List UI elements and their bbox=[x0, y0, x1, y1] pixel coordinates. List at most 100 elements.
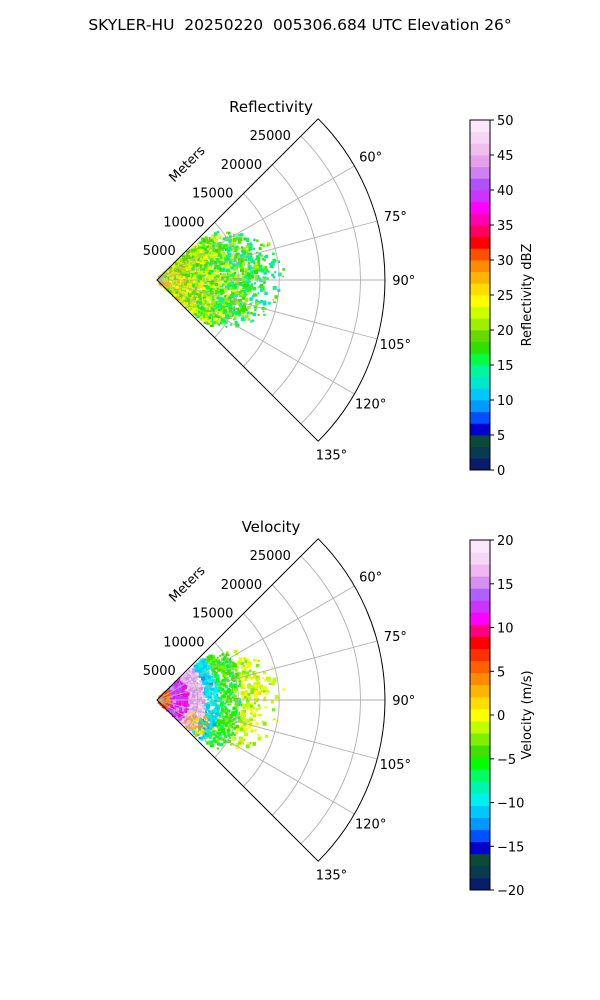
echo-gate bbox=[217, 318, 220, 321]
echo-gate bbox=[192, 712, 196, 716]
echo-gate bbox=[208, 299, 211, 301]
echo-gate bbox=[208, 239, 211, 242]
echo-gate bbox=[242, 283, 246, 287]
echo-gate bbox=[255, 708, 258, 710]
echo-gate bbox=[218, 723, 221, 727]
azimuth-tick-label: 75° bbox=[384, 210, 407, 225]
echo-gate bbox=[239, 737, 243, 741]
echo-gate bbox=[213, 658, 218, 663]
echo-gate bbox=[197, 282, 200, 286]
echo-gate bbox=[258, 264, 263, 269]
echo-gate bbox=[188, 284, 193, 288]
echo-gate bbox=[198, 241, 201, 243]
echo-gate bbox=[203, 247, 207, 251]
echo-gate bbox=[190, 254, 192, 257]
echo-gate bbox=[208, 682, 213, 687]
echo-gate bbox=[195, 261, 198, 263]
echo-gate bbox=[209, 246, 213, 249]
echo-gate bbox=[224, 243, 228, 248]
echo-gate bbox=[194, 250, 199, 255]
echo-gate bbox=[194, 272, 198, 276]
echo-gate bbox=[181, 676, 185, 680]
echo-gate bbox=[214, 314, 218, 318]
echo-gate bbox=[216, 738, 220, 741]
echo-gate bbox=[185, 700, 189, 704]
echo-gate bbox=[206, 727, 209, 730]
colorbar-swatch bbox=[470, 131, 490, 144]
echo-gate bbox=[211, 719, 216, 723]
echo-gate bbox=[189, 715, 192, 718]
echo-gate bbox=[261, 257, 265, 261]
echo-gate bbox=[250, 320, 253, 323]
colorbar-swatch bbox=[470, 353, 490, 366]
echo-gate bbox=[180, 259, 183, 262]
echo-gate bbox=[199, 696, 202, 700]
echo-gate bbox=[227, 669, 230, 672]
echo-gate bbox=[203, 735, 206, 738]
echo-gate bbox=[216, 230, 220, 234]
echo-gate bbox=[193, 288, 195, 290]
echo-gate bbox=[211, 246, 214, 249]
radial-tick-label: 15000 bbox=[192, 187, 233, 202]
echo-gate bbox=[246, 742, 250, 746]
echo-gate bbox=[192, 730, 195, 733]
echo-gate bbox=[210, 731, 214, 735]
echo-gate bbox=[204, 263, 208, 267]
echo-gate bbox=[205, 306, 209, 309]
echo-gate bbox=[184, 263, 187, 266]
echo-gate bbox=[202, 721, 206, 725]
echo-gate bbox=[257, 733, 260, 736]
echo-gate bbox=[227, 297, 232, 301]
echo-gate bbox=[222, 663, 226, 666]
echo-gate bbox=[213, 306, 217, 310]
colorbar-swatch bbox=[470, 306, 490, 319]
echo-gate bbox=[198, 663, 203, 668]
echo-gate bbox=[242, 711, 245, 714]
echo-gate bbox=[178, 290, 182, 293]
echo-gate bbox=[209, 691, 212, 695]
echo-gate bbox=[262, 721, 267, 726]
echo-gate bbox=[181, 291, 185, 294]
echo-gate bbox=[221, 688, 225, 692]
echo-gate bbox=[241, 272, 244, 276]
colorbar-tick-label: 25 bbox=[497, 289, 514, 304]
echo-gate bbox=[240, 717, 243, 721]
colorbar-tick-label: 0 bbox=[497, 464, 505, 479]
echo-gate bbox=[233, 685, 238, 690]
echo-gate bbox=[247, 257, 252, 262]
echo-gate bbox=[221, 318, 226, 323]
echo-gate bbox=[237, 307, 239, 310]
echo-gate bbox=[215, 266, 218, 269]
echo-gate bbox=[197, 280, 200, 283]
echo-gate bbox=[202, 291, 207, 296]
colorbar-tick-label: 15 bbox=[497, 359, 514, 374]
echo-gate bbox=[210, 308, 213, 312]
echo-gate bbox=[228, 235, 232, 239]
echo-gate bbox=[166, 287, 170, 291]
echo-gate bbox=[208, 242, 212, 246]
echo-gate bbox=[201, 301, 206, 305]
echo-gate bbox=[263, 281, 266, 284]
echo-gate bbox=[221, 301, 224, 304]
echo-gate bbox=[208, 237, 211, 240]
echo-gate bbox=[233, 267, 237, 271]
echo-gate bbox=[219, 255, 222, 258]
echo-gate bbox=[191, 676, 195, 680]
echo-gate bbox=[183, 267, 186, 270]
echo-gate bbox=[189, 727, 193, 731]
echo-gate bbox=[223, 309, 227, 314]
echo-gate bbox=[216, 724, 220, 728]
echo-gate bbox=[224, 721, 228, 725]
echo-gate bbox=[227, 654, 230, 656]
echo-gate bbox=[221, 256, 223, 259]
echo-gate bbox=[245, 293, 248, 296]
echo-gate bbox=[166, 278, 168, 281]
echo-gate bbox=[264, 291, 268, 296]
echo-gate bbox=[215, 249, 218, 252]
echo-gate bbox=[216, 234, 221, 239]
echo-gate bbox=[262, 677, 264, 679]
echo-gate bbox=[194, 292, 198, 296]
echo-gate bbox=[201, 265, 204, 269]
echo-gate bbox=[195, 724, 199, 728]
echo-gate bbox=[235, 724, 239, 729]
